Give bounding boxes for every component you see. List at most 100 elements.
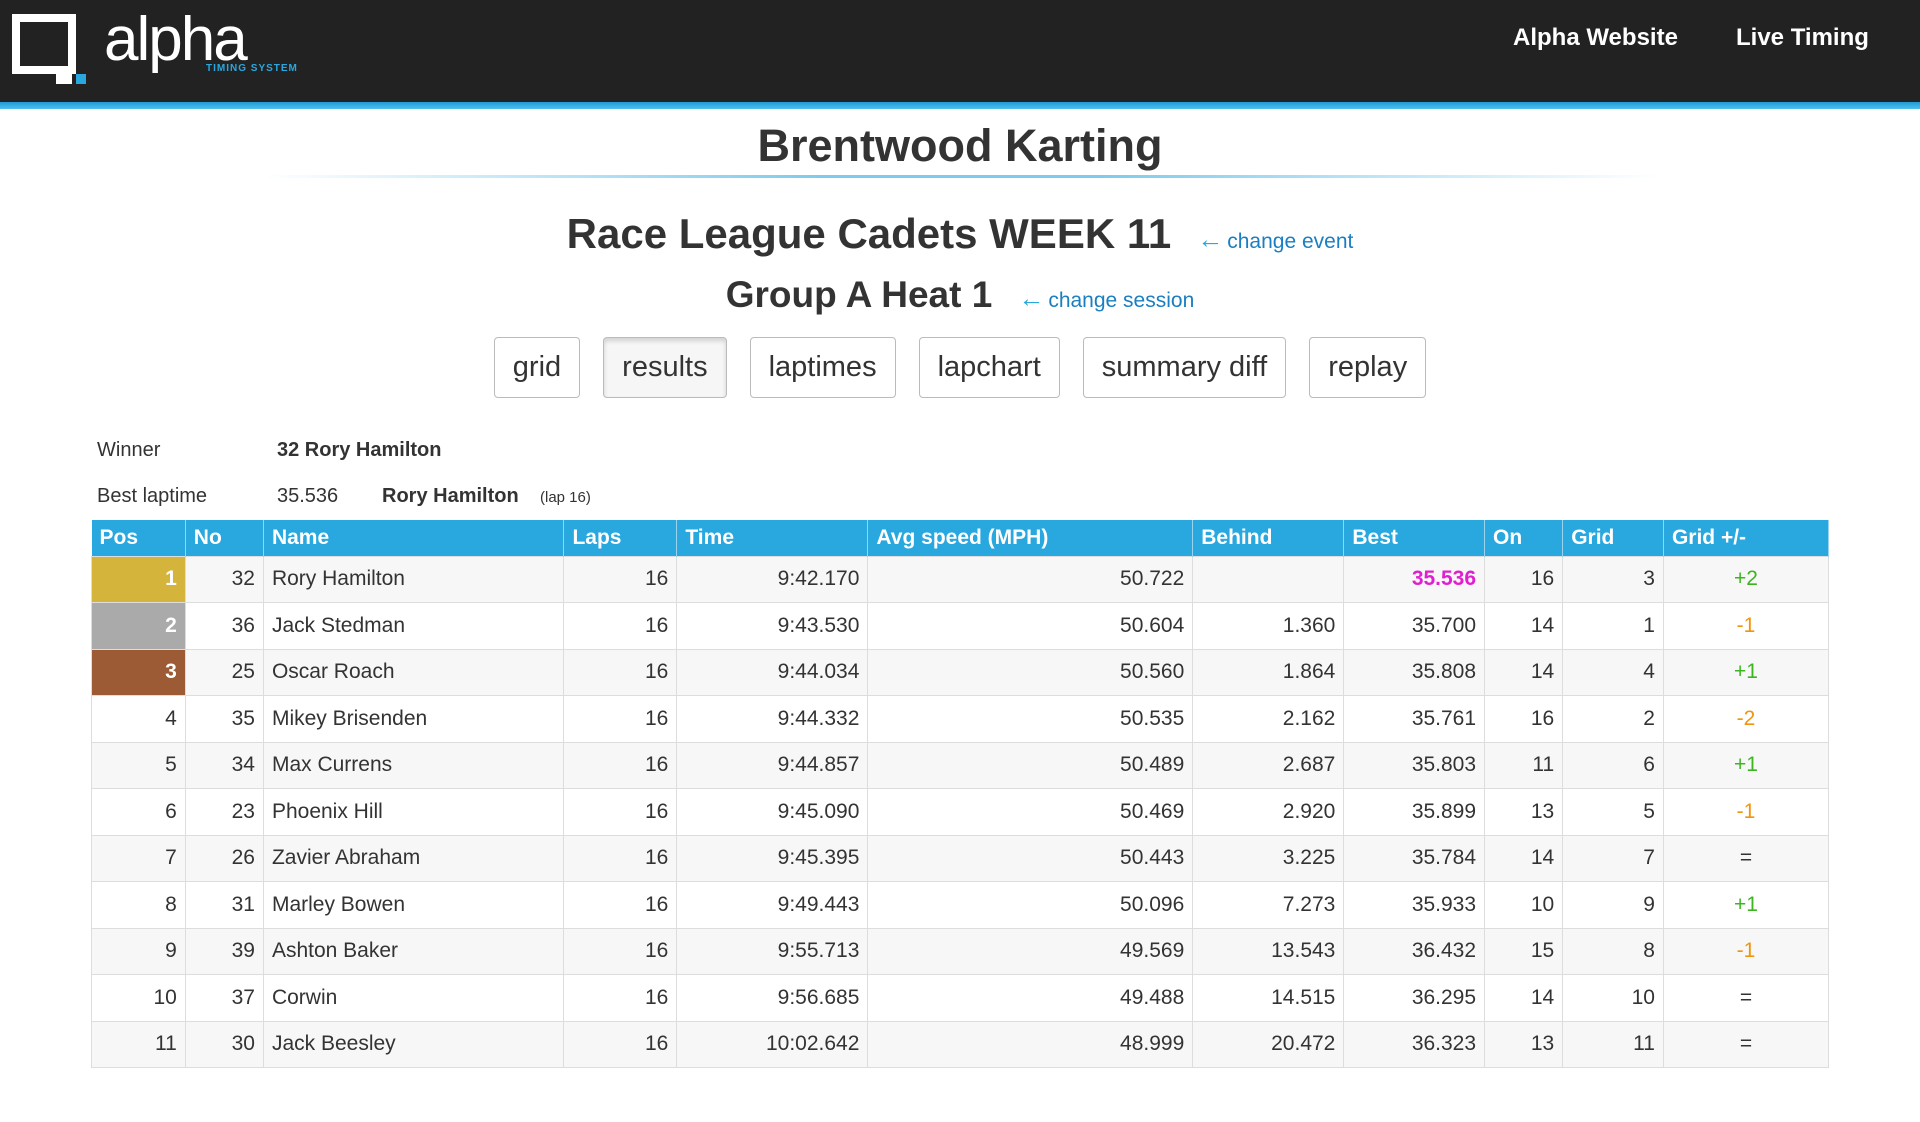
- column-header: No: [185, 520, 264, 556]
- result-row: 3 25 Oscar Roach 16 9:44.034 50.560 1.864 35.80…: [91, 648, 1830, 696]
- tab[interactable]: lapchart: [918, 337, 1060, 398]
- cell: 16: [563, 602, 678, 650]
- header-row: Pos No Name Laps Time Avg speed (MPH) Behind Be…: [91, 520, 1830, 556]
- cell: 16: [563, 648, 678, 696]
- winner: 32 Rory Hamilton: [277, 439, 442, 461]
- cell: 36.323: [1343, 1020, 1486, 1068]
- cell: =: [1662, 834, 1830, 882]
- column-header: Time: [676, 520, 869, 556]
- cell: 16: [1484, 695, 1564, 743]
- session-name: Group A Heat 1: [725, 274, 993, 315]
- cell: Max Currens: [262, 741, 565, 789]
- cell: 8: [91, 881, 186, 929]
- cell: 49.488: [867, 974, 1194, 1022]
- cell: +1: [1662, 881, 1830, 929]
- result-row: 2 36 Jack Stedman 16 9:43.530 50.604 1.360 35.7…: [91, 602, 1830, 650]
- page-title: Brentwood Karting: [757, 120, 1163, 171]
- column-header: Behind: [1192, 520, 1345, 556]
- result-row: 5 34 Max Currens 16 9:44.857 50.489 2.687 35.80…: [91, 741, 1830, 789]
- cell: 14: [1484, 602, 1564, 650]
- cell: 9:43.530: [676, 602, 869, 650]
- cell: 16: [563, 788, 678, 836]
- result-row: 7 26 Zavier Abraham 16 9:45.395 50.443 3.225 35…: [91, 834, 1830, 882]
- tabs: grid results laptimes lapchart summary diff r…: [0, 337, 1920, 398]
- cell: 9:45.395: [676, 834, 869, 882]
- cell: 16: [563, 834, 678, 882]
- cell: 13.543: [1192, 927, 1345, 975]
- cell: 23: [184, 788, 264, 836]
- cell: 3.225: [1192, 834, 1345, 882]
- cell: 35.784: [1343, 834, 1486, 882]
- cell: Corwin: [262, 974, 565, 1022]
- logo[interactable]: alpha: [104, 5, 248, 74]
- cell: Rory Hamilton: [262, 555, 565, 603]
- best-time: 35.536: [277, 485, 339, 507]
- cell: 16: [563, 881, 678, 929]
- cell: 35.761: [1343, 695, 1486, 743]
- cell: 50.443: [867, 834, 1194, 882]
- cell: 36: [184, 602, 264, 650]
- tab[interactable]: replay: [1309, 337, 1427, 398]
- nav-link[interactable]: Alpha Website: [1513, 24, 1678, 51]
- tab[interactable]: summary diff: [1082, 337, 1287, 398]
- cell: 8: [1562, 927, 1664, 975]
- cell: 10: [1484, 881, 1564, 929]
- cell: 6: [91, 788, 186, 836]
- cell: Mikey Brisenden: [262, 695, 565, 743]
- cell: 9: [91, 927, 186, 975]
- cell: Oscar Roach: [262, 648, 565, 696]
- cell: 50.722: [867, 555, 1194, 603]
- cell: 9:49.443: [676, 881, 869, 929]
- cell: 5: [1562, 788, 1664, 836]
- cell: 36.432: [1343, 927, 1486, 975]
- cell: 9:45.090: [676, 788, 869, 836]
- cell: 15: [1484, 927, 1564, 975]
- cell: 9:55.713: [676, 927, 869, 975]
- cell: Jack Beesley: [262, 1020, 565, 1068]
- cell: 1: [1562, 602, 1664, 650]
- cell: 48.999: [867, 1020, 1194, 1068]
- tab[interactable]: results: [603, 337, 727, 398]
- cell: 7: [91, 834, 186, 882]
- cell: 7: [1562, 834, 1664, 882]
- cell: 6: [1562, 741, 1664, 789]
- cell: 50.469: [867, 788, 1194, 836]
- column-header: Best: [1343, 520, 1486, 556]
- change-session-link[interactable]: change session: [1018, 283, 1194, 314]
- cell: 35.536: [1343, 555, 1486, 603]
- result-row: 11 30 Jack Beesley 16 10:02.642 48.999 20.472 3…: [91, 1020, 1830, 1068]
- cell: 10:02.642: [676, 1020, 869, 1068]
- cell: -2: [1662, 695, 1830, 743]
- cell: 11: [91, 1020, 186, 1068]
- cell: 16: [563, 1020, 678, 1068]
- cell: 16: [563, 927, 678, 975]
- cell: 31: [184, 881, 264, 929]
- result-row: 4 35 Mikey Brisenden 16 9:44.332 50.535 2.162 3…: [91, 695, 1830, 743]
- cell: 50.535: [867, 695, 1194, 743]
- tab[interactable]: grid: [493, 337, 581, 398]
- cell: 9:42.170: [676, 555, 869, 603]
- tab[interactable]: laptimes: [749, 337, 896, 398]
- title-underline: [263, 175, 1659, 178]
- cell: 14: [1484, 974, 1564, 1022]
- cell: 9:56.685: [676, 974, 869, 1022]
- cell: 1.864: [1192, 648, 1345, 696]
- cell: 35.933: [1343, 881, 1486, 929]
- result-row: 6 23 Phoenix Hill 16 9:45.090 50.469 2.920 35.8…: [91, 788, 1830, 836]
- best-lap: (lap 16): [540, 489, 591, 506]
- column-header: Laps: [563, 520, 678, 556]
- cell: 34: [184, 741, 264, 789]
- cell: 2.162: [1192, 695, 1345, 743]
- results-table: Pos No Name Laps Time Avg speed (MPH) Behind Be…: [91, 520, 1830, 1068]
- cell: 50.560: [867, 648, 1194, 696]
- cell: 3: [91, 648, 186, 696]
- cell: 10: [1562, 974, 1664, 1022]
- cell: 16: [563, 741, 678, 789]
- change-event-link[interactable]: change event: [1197, 224, 1353, 255]
- cell: 2.687: [1192, 741, 1345, 789]
- nav-link[interactable]: Live Timing: [1736, 24, 1869, 51]
- cell: -1: [1662, 602, 1830, 650]
- cell: 9: [1562, 881, 1664, 929]
- cell: 11: [1562, 1020, 1664, 1068]
